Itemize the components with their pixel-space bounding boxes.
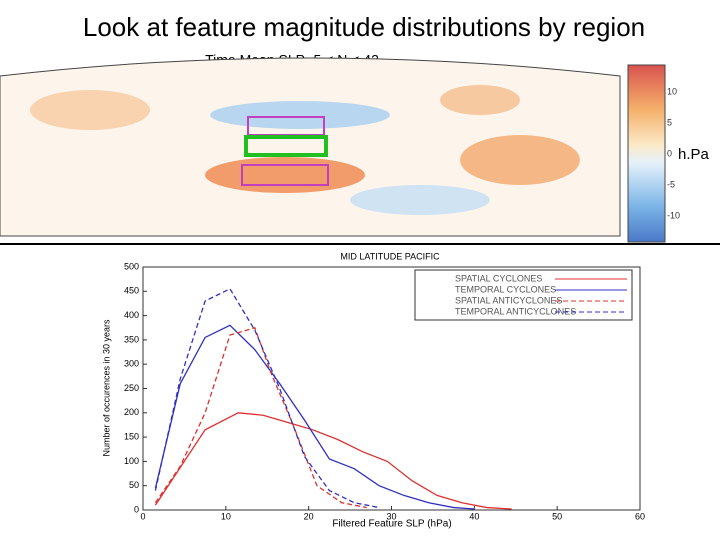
colorbar-tick-label: 5 <box>667 117 672 127</box>
x-tick-label: 20 <box>304 511 314 521</box>
map <box>0 57 666 243</box>
x-tick-label: 60 <box>635 511 645 521</box>
x-tick-label: 10 <box>221 511 231 521</box>
y-tick-label: 0 <box>134 504 139 514</box>
y-tick-label: 400 <box>124 310 139 320</box>
colorbar-unit: h.Pa <box>678 146 710 163</box>
legend-label: SPATIAL ANTICYCLONES <box>455 295 562 305</box>
y-tick-label: 200 <box>124 407 139 417</box>
y-tick-label: 350 <box>124 334 139 344</box>
y-axis-label: Number of occurences in 30 years <box>101 319 111 457</box>
y-tick-label: 50 <box>129 480 139 490</box>
colorbar-tick-label: 10 <box>667 86 677 96</box>
series-line <box>154 324 475 510</box>
x-tick-label: 40 <box>469 511 479 521</box>
legend-label: TEMPORAL ANTICYCLONES <box>455 306 576 316</box>
series-line <box>154 288 380 509</box>
x-tick-label: 50 <box>552 511 562 521</box>
y-tick-label: 100 <box>124 456 139 466</box>
legend-label: SPATIAL CYCLONES <box>455 273 542 283</box>
slide-title: Look at feature magnitude distributions … <box>83 12 645 42</box>
series-line <box>154 412 512 510</box>
chart-title: MID LATITUDE PACIFIC <box>340 251 440 261</box>
y-tick-label: 150 <box>124 431 139 441</box>
x-tick-label: 0 <box>140 511 145 521</box>
y-tick-label: 500 <box>124 261 139 271</box>
colorbar-tick-label: 0 <box>667 148 672 158</box>
legend-label: TEMPORAL CYCLONES <box>455 284 556 294</box>
series-line <box>154 326 367 509</box>
y-tick-label: 250 <box>124 383 139 393</box>
x-tick-label: 30 <box>386 511 396 521</box>
y-tick-label: 300 <box>124 359 139 369</box>
colorbar-tick-label: -10 <box>667 210 680 220</box>
x-axis-label: Filtered Feature SLP (hPa) <box>332 519 451 530</box>
y-tick-label: 450 <box>124 286 139 296</box>
colorbar-tick-label: -5 <box>667 179 675 189</box>
